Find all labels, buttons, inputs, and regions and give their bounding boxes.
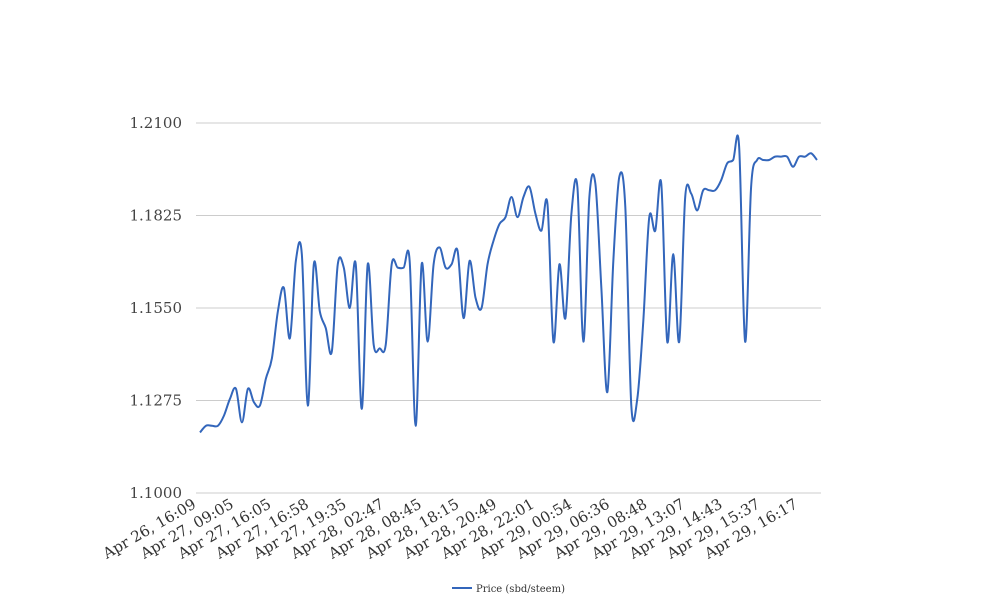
legend-label: Price (sbd/steem) — [476, 584, 565, 595]
y-tick-label: 1.1275 — [130, 392, 183, 410]
y-tick-label: 1.1825 — [130, 207, 183, 225]
y-axis-tick-labels: 1.1000 1.1275 1.1550 1.1825 1.2100 — [130, 114, 183, 502]
series-layer — [199, 134, 818, 434]
y-tick-label: 1.1550 — [130, 299, 183, 317]
y-tick-label: 1.1000 — [130, 484, 183, 502]
series-line-price — [199, 134, 818, 434]
gridlines — [196, 122, 821, 494]
y-tick-label: 1.2100 — [130, 114, 183, 132]
legend: Price (sbd/steem) — [452, 584, 565, 595]
